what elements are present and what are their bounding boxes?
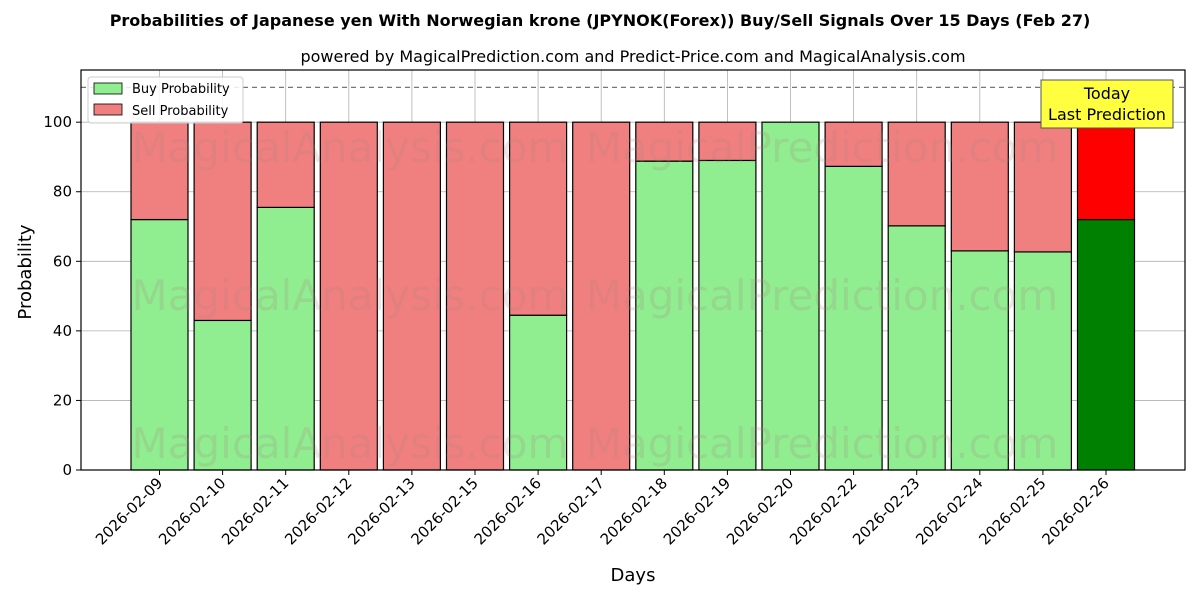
bar-buy [193,319,252,471]
bar-sell [445,121,505,471]
annotation-line2: Last Prediction [1048,105,1166,124]
watermark-layer: MagicalAnalysis.com MagicalPrediction.com… [132,123,1059,468]
watermark-text: MagicalPrediction.com [586,123,1059,172]
chart-subtitle: powered by MagicalPrediction.com and Pre… [300,47,965,66]
bar-buy [950,250,1009,471]
x-tick-label: 2026-02-16 [471,474,545,548]
watermark-text: MagicalAnalysis.com [132,271,569,320]
bar-sell [950,121,1009,252]
bar-sell [635,121,694,162]
bar-sell [1013,121,1073,253]
x-tick-label: 2026-02-22 [786,474,860,548]
watermark-text: MagicalAnalysis.com [132,419,569,468]
bar-sell [572,121,631,471]
y-tick-label: 80 [53,183,72,201]
legend-label-sell: Sell Probability [132,104,229,119]
legend-box [87,76,244,124]
x-tick-label: 2026-02-23 [849,474,923,548]
legend-label-buy: Buy Probability [132,82,230,97]
bar-sell [256,121,315,208]
bar-sell [698,121,757,162]
bar-buy [635,160,694,471]
legend-swatch-buy [93,82,123,95]
bars-layer [81,86,1185,471]
x-tick-label: 2026-02-12 [281,474,355,548]
bar-sell [130,121,189,221]
x-tick-label: 2026-02-09 [92,474,166,548]
y-tick-label: 20 [53,391,72,409]
chart-title: Probabilities of Japanese yen With Norwe… [110,11,1091,30]
watermark-text: MagicalPrediction.com [586,271,1059,320]
bar-buy [887,225,946,471]
bar-buy [1013,251,1073,471]
x-tick-label: 2026-02-15 [407,474,481,548]
today-annotation: Today Last Prediction [1040,79,1174,129]
x-axis-label: Days [611,565,656,586]
bar-buy [698,159,757,471]
plot-frame [80,69,1186,471]
watermark-text: MagicalAnalysis.com [132,123,569,172]
y-axis-label: Probability [15,224,36,319]
x-tick-label: 2026-02-25 [975,474,1049,548]
bar-buy [824,165,883,471]
x-tick-label: 2026-02-17 [534,474,608,548]
legend: Buy Probability Sell Probability [87,76,244,124]
bar-buy [761,121,820,471]
bar-buy [1076,218,1136,471]
bar-sell [319,121,378,471]
x-tick-label: 2026-02-19 [660,474,734,548]
x-tick-label: 2026-02-10 [155,474,229,548]
bar-sell [1076,121,1136,221]
bar-buy [509,314,568,471]
bar-buy [256,206,315,471]
legend-swatch-sell [93,103,123,116]
x-tick-label: 2026-02-20 [723,474,797,548]
y-tick-label: 100 [43,113,72,131]
annotation-line1: Today [1083,84,1130,103]
x-tick-label: 2026-02-18 [597,474,671,548]
annotation-box [1040,79,1174,129]
watermark-text: MagicalPrediction.com [586,419,1059,468]
x-tick-label: 2026-02-26 [1038,474,1112,548]
x-tick-label: 2026-02-24 [912,474,986,548]
bar-sell [887,121,946,227]
y-tick-label: 40 [53,322,72,340]
y-tick-label: 60 [53,252,72,270]
bar-sell [824,121,883,167]
bar-sell [382,121,441,471]
x-tick-label: 2026-02-13 [344,474,418,548]
x-tick-label: 2026-02-11 [218,474,292,548]
y-tick-label: 0 [62,461,72,479]
bar-sell [509,121,568,316]
